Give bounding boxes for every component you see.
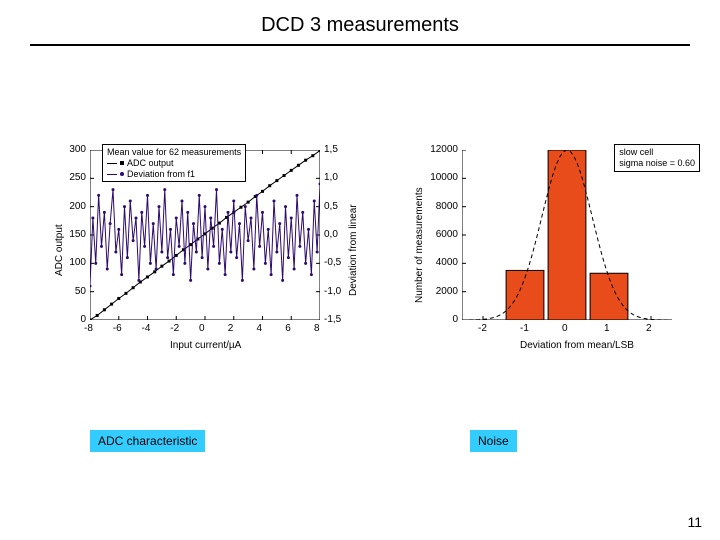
page-title: DCD 3 measurements xyxy=(0,14,720,37)
legend-line-2: sigma noise = 0.60 xyxy=(619,158,695,169)
noise-histogram-chart: Number of measurements Deviation from me… xyxy=(420,150,700,380)
legend-item-deviation: Deviation from f1 xyxy=(107,169,241,180)
caption-noise: Noise xyxy=(470,430,517,452)
left-chart-ylabel-right: Deviation from linear xyxy=(348,180,359,320)
legend-title: Mean value for 62 measurements xyxy=(107,147,241,158)
title-rule xyxy=(30,44,690,46)
right-chart-svg xyxy=(462,150,672,320)
page-number: 11 xyxy=(687,514,702,530)
adc-characteristic-chart: ADC output Deviation from linear Input c… xyxy=(60,150,360,380)
legend-item-adc: ADC output xyxy=(107,158,241,169)
left-chart-legend: Mean value for 62 measurements ADC outpu… xyxy=(102,144,246,182)
left-chart-xlabel: Input current/µA xyxy=(170,340,241,351)
right-chart-ylabel: Number of measurements xyxy=(414,170,425,320)
caption-adc: ADC characteristic xyxy=(90,430,205,452)
right-chart-xlabel: Deviation from mean/LSB xyxy=(520,340,634,351)
legend-line-1: slow cell xyxy=(619,147,695,158)
right-chart-legend: slow cell sigma noise = 0.60 xyxy=(614,144,700,172)
